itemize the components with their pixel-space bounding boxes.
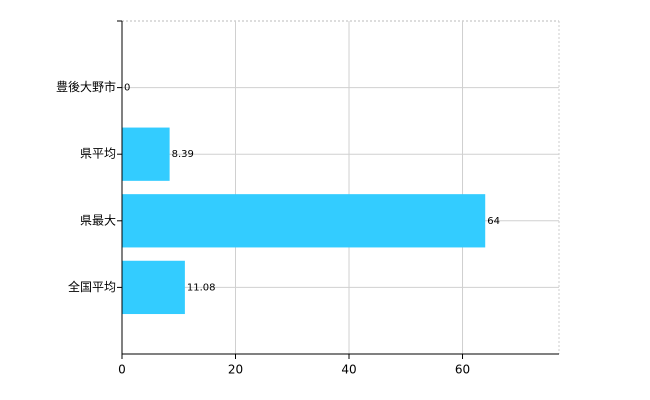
x-tick-label: 40 bbox=[341, 363, 356, 377]
x-tick-label: 20 bbox=[228, 363, 243, 377]
value-label: 11.08 bbox=[187, 282, 216, 293]
value-label: 8.39 bbox=[172, 149, 194, 160]
x-tick-label: 0 bbox=[118, 363, 126, 377]
value-label: 64 bbox=[487, 216, 500, 227]
y-tick-label: 県最大 bbox=[80, 213, 116, 227]
bar bbox=[122, 194, 486, 248]
value-label: 0 bbox=[124, 83, 130, 94]
y-tick-label: 県平均 bbox=[80, 147, 116, 161]
y-tick-label: 全国平均 bbox=[68, 279, 116, 294]
bar bbox=[122, 127, 170, 181]
y-tick-label: 豊後大野市 bbox=[56, 79, 116, 94]
bar bbox=[122, 260, 185, 315]
x-tick-label: 60 bbox=[455, 363, 470, 377]
